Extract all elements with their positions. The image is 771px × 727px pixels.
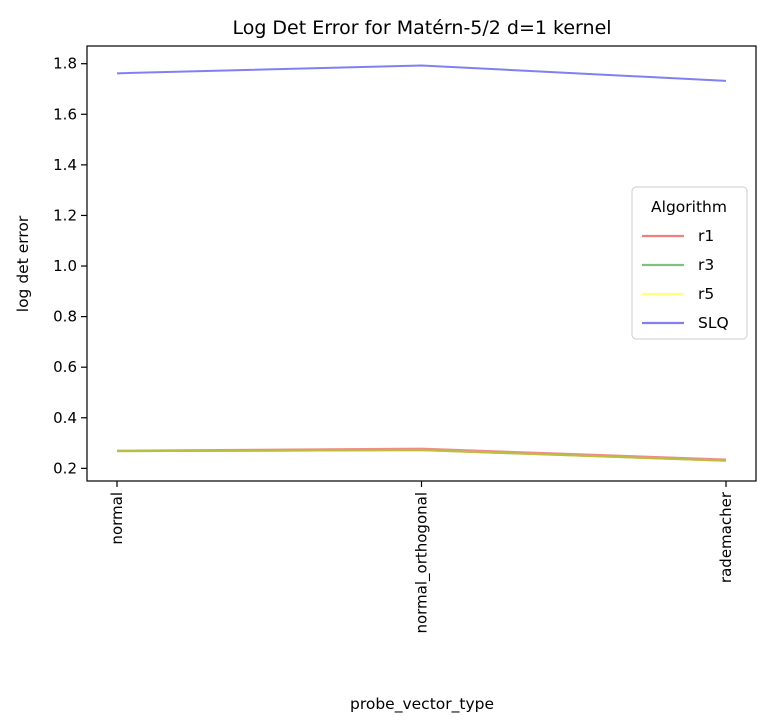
x-axis-label: probe_vector_type [350, 695, 494, 714]
legend-title: Algorithm [651, 198, 727, 216]
y-tick-label: 1.8 [53, 55, 77, 73]
y-tick-label: 0.2 [53, 459, 77, 477]
y-tick-label: 0.8 [53, 308, 77, 326]
legend-label-slq: SLQ [698, 314, 729, 332]
y-tick-label: 1.0 [53, 257, 77, 275]
series-lines [116, 64, 727, 462]
legend-box [631, 186, 748, 340]
y-tick-label: 1.6 [53, 105, 77, 123]
x-tick-label: normal_orthogonal [413, 492, 432, 634]
y-tick-label: 1.2 [53, 206, 77, 224]
legend-label-r1: r1 [698, 227, 714, 245]
legend-label-r5: r5 [698, 285, 714, 303]
x-axis: normal normal_orthogonal rademacher [108, 481, 735, 634]
x-tick-label: normal [108, 492, 126, 545]
y-axis-label: log det error [14, 215, 32, 312]
chart-title: Log Det Error for Matérn-5/2 d=1 kernel [232, 17, 611, 39]
x-tick-label: rademacher [717, 491, 735, 583]
legend-label-r3: r3 [698, 256, 714, 274]
y-tick-label: 0.6 [53, 358, 77, 376]
y-tick-label: 0.4 [53, 409, 77, 427]
y-tick-label: 1.4 [53, 156, 77, 174]
y-axis: 0.2 0.4 0.6 0.8 1.0 1.2 1.4 1.6 1.8 [53, 55, 87, 477]
legend: Algorithm r1 r3 r5 SLQ [631, 186, 748, 340]
